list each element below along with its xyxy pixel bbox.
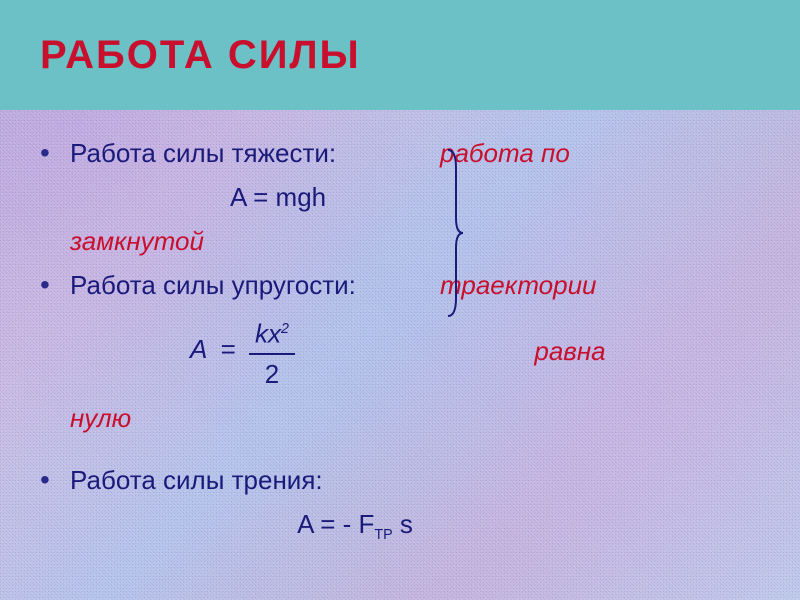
bullet-icon: • bbox=[40, 461, 70, 499]
gravity-row: • Работа силы тяжести: работа по bbox=[40, 134, 760, 172]
fraction-denominator: 2 bbox=[249, 355, 295, 393]
slide-content: • Работа силы тяжести: работа по A = mgh… bbox=[0, 110, 800, 554]
gravity-label: Работа силы тяжести: bbox=[70, 134, 440, 172]
slide-title: РАБОТА СИЛЫ bbox=[40, 33, 361, 78]
friction-formula-row: A = - FТР s bbox=[40, 505, 760, 554]
elastic-zero: нулю bbox=[70, 403, 131, 433]
elastic-note-1: траектории bbox=[440, 266, 760, 304]
elastic-formula: A = kx2 2 bbox=[70, 310, 440, 393]
elastic-lhs: A bbox=[190, 334, 207, 364]
closed-note-2-row: замкнутой bbox=[40, 222, 760, 260]
closed-note-2: замкнутой bbox=[70, 226, 204, 256]
spacer bbox=[40, 443, 760, 461]
num-k: k bbox=[255, 319, 268, 349]
elastic-formula-row: A = kx2 2 равна bbox=[40, 310, 760, 393]
elastic-row: • Работа силы упругости: траектории bbox=[40, 266, 760, 304]
fraction-numerator: kx2 bbox=[249, 310, 295, 355]
equals-sign: = bbox=[215, 334, 242, 364]
slide-header: РАБОТА СИЛЫ bbox=[0, 0, 800, 110]
elastic-zero-row: нулю bbox=[40, 399, 760, 437]
bullet-icon: • bbox=[40, 134, 70, 172]
friction-sub: ТР bbox=[374, 527, 392, 543]
gravity-formula: A = mgh bbox=[70, 178, 440, 216]
elastic-label: Работа силы упругости: bbox=[70, 266, 440, 304]
friction-label: Работа силы трения: bbox=[70, 461, 760, 499]
friction-prefix: A = - F bbox=[297, 509, 374, 539]
num-exp: 2 bbox=[281, 321, 289, 337]
num-x: x bbox=[268, 319, 281, 349]
fraction: kx2 2 bbox=[249, 310, 295, 393]
elastic-note-2: равна bbox=[440, 332, 760, 370]
bullet-icon: • bbox=[40, 266, 70, 304]
friction-row: • Работа силы трения: bbox=[40, 461, 760, 499]
friction-formula: A = - FТР s bbox=[70, 505, 760, 554]
gravity-formula-row: A = mgh bbox=[40, 178, 760, 216]
closed-note-1: работа по bbox=[440, 134, 760, 172]
friction-suffix: s bbox=[393, 509, 413, 539]
grouping-bracket-icon bbox=[446, 148, 464, 318]
